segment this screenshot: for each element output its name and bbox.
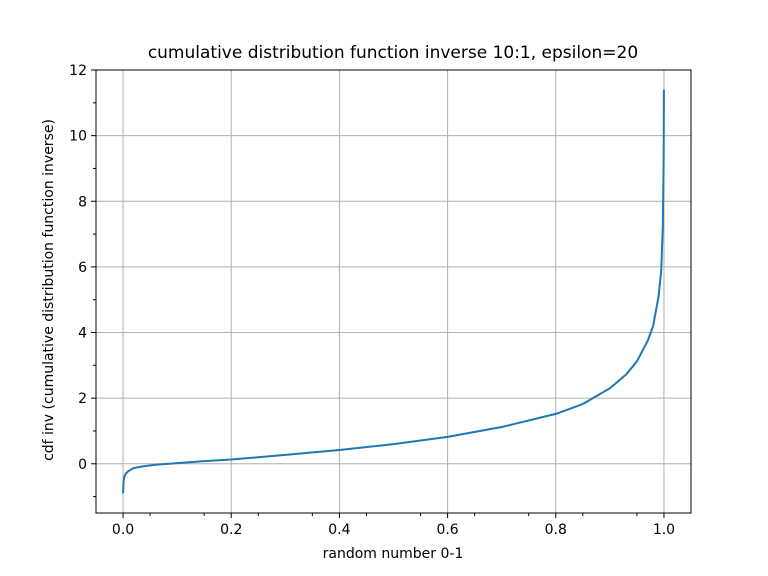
y-tick-label: 10 [69,129,87,145]
series-group [122,89,665,494]
x-tick-label: 0.2 [220,522,242,538]
y-tick-label: 8 [78,194,87,210]
y-tick-label: 12 [69,63,87,79]
x-tick-label: 0.0 [112,522,134,538]
x-tick-label: 1.0 [653,522,675,538]
x-axis-label: random number 0-1 [323,546,464,562]
x-tick-label: 0.6 [436,522,458,538]
y-tick-label: 4 [78,326,87,342]
x-tick-label: 0.8 [545,522,567,538]
x-axis-ticks: 0.0 0.2 0.4 0.6 0.8 1.0 [112,513,675,538]
grid-lines [96,69,691,513]
y-tick-label: 0 [78,457,87,473]
y-tick-label: 2 [78,391,87,407]
y-axis-label: cdf inv (cumulative distribution functio… [41,119,57,461]
series-line [122,89,665,494]
y-tick-label: 6 [78,260,87,276]
y-axis-ticks: 0 2 4 6 8 10 12 [69,63,96,498]
x-tick-label: 0.4 [328,522,350,538]
chart-title: cumulative distribution function inverse… [148,43,638,63]
plot-frame [95,69,692,514]
